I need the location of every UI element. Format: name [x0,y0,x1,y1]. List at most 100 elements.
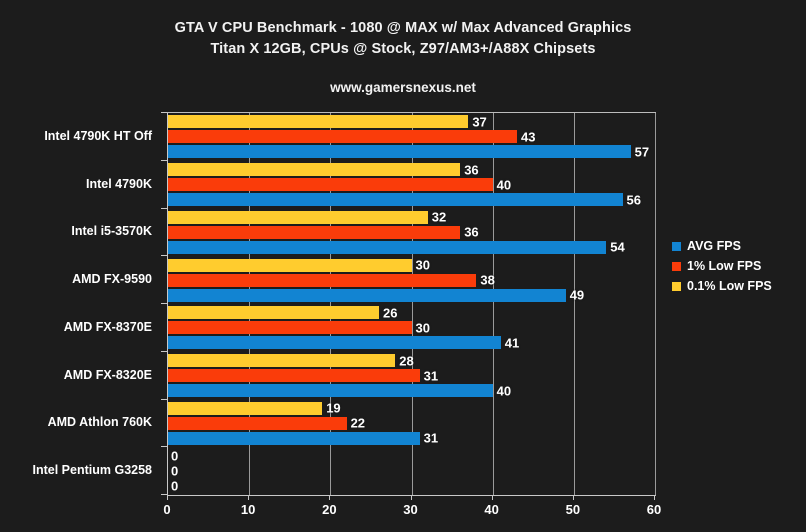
bar: 49 [168,288,584,303]
bar-value-label: 30 [415,257,430,273]
legend-swatch-icon [672,261,681,271]
bar-value-label: 36 [464,162,479,178]
category-axis: Intel 4790K HT Off Intel 4790K Intel i5-35… [0,112,160,494]
x-axis-tick [248,495,250,500]
y-axis-tick [161,303,167,304]
bar-value-label: 0 [171,448,179,464]
legend-swatch-icon [672,281,681,291]
bar-group: 37 43 57 [168,113,655,161]
bar-value-label: 19 [326,400,341,416]
category-label: Intel i5-3570K [71,224,152,239]
x-axis-label: 20 [322,502,337,517]
x-axis-label: 30 [403,502,418,517]
legend-label: 1% Low FPS [687,259,762,273]
bar-value-label: 40 [496,177,512,193]
bar: 26 [168,305,398,320]
gridline [655,113,656,495]
y-axis-tick [161,112,167,113]
x-axis-tick [654,495,655,500]
bar: 19 [168,401,341,416]
x-axis-label: 0 [163,502,171,517]
category-label: AMD FX-9590 [72,272,152,287]
plot-area: 37 43 57 36 40 56 32 36 54 30 38 49 26 30 41 28 31 40 19 22… [167,112,656,496]
x-axis-label: 10 [240,502,256,517]
bar-value-label: 30 [415,320,430,336]
bar-value-label: 38 [480,272,495,288]
chart-title: GTA V CPU Benchmark - 1080 @ MAX w/ Max … [0,18,806,60]
bar-value-label: 28 [399,353,414,369]
chart-legend: AVG FPS 1% Low FPS 0.1% Low FPS [672,236,802,296]
bar-group: 36 40 56 [168,161,655,209]
gridline [411,113,413,495]
bar: 30 [168,258,430,273]
bar-value-label: 22 [350,415,366,431]
bar: 30 [168,320,430,335]
category-label: AMD FX-8370E [63,319,152,334]
x-axis-tick [491,495,493,500]
bar-group: 26 30 41 [168,304,655,352]
bar-group: 28 31 40 [168,352,655,400]
x-axis: 0 10 20 30 40 50 60 [163,495,661,525]
bar-value-label: 0 [171,478,179,494]
legend-label: AVG FPS [687,239,741,253]
x-axis-label: 60 [646,502,662,517]
bar-value-label: 43 [521,129,536,145]
bar-value-label: 54 [610,239,625,255]
bar-value-label: 37 [472,114,487,130]
bar: 40 [168,177,511,192]
gridline [573,113,575,495]
y-axis-tick [161,350,167,352]
bar-value-label: 36 [464,224,479,240]
chart-subtitle: www.gamersnexus.net [330,80,476,95]
legend-item[interactable]: 0.1% Low FPS [672,276,802,296]
y-axis-ticks [161,112,168,495]
gridline [330,113,332,495]
bar: 31 [168,431,438,446]
bar: 41 [168,335,519,350]
legend-item[interactable]: 1% Low FPS [672,256,802,276]
y-axis-tick [161,446,167,448]
gridline [249,113,251,495]
x-axis-tick [410,495,412,500]
bar: 36 [168,225,479,240]
x-axis-label: 40 [484,502,499,517]
chart-title-line-2: Titan X 12GB, CPUs @ Stock, Z97/AM3+/A88… [210,41,596,57]
category-label: AMD Athlon 760K [47,415,152,430]
bar: 56 [168,192,641,207]
x-axis-label: 50 [565,502,581,517]
bar: 32 [168,210,446,225]
bar-value-label: 40 [496,383,512,399]
bar: 54 [168,240,625,255]
bar-value-label: 41 [504,335,520,351]
y-axis-tick [161,207,167,209]
bar-group: 19 22 31 [168,400,655,448]
y-axis-tick [161,494,167,495]
legend-label: 0.1% Low FPS [687,279,772,293]
bar-value-label: 56 [626,192,641,208]
y-axis-tick [161,255,167,257]
bar: 57 [168,144,649,159]
bar-value-label: 57 [634,144,650,160]
bar: 40 [168,383,511,398]
bar-value-label: 26 [383,305,398,321]
chart-title-line-1: GTA V CPU Benchmark - 1080 @ MAX w/ Max … [174,20,632,36]
gridline [492,113,494,495]
category-label: Intel Pentium G3258 [32,463,152,478]
category-label: AMD FX-8320E [63,367,152,382]
bar-value-label: 49 [569,287,585,303]
bar: 22 [168,416,365,431]
legend-item[interactable]: AVG FPS [672,236,802,256]
bar: 31 [168,368,438,383]
bar: 37 [168,114,487,129]
bar-value-label: 31 [423,430,439,446]
bar-value-label: 31 [423,368,439,384]
y-axis-tick [161,398,167,400]
bar-group: 32 36 54 [168,209,655,257]
bar-value-label: 0 [171,463,179,479]
bar: 36 [168,162,479,177]
category-label: Intel 4790K [85,176,152,191]
bar-group: 30 38 49 [168,256,655,304]
x-axis-tick [329,495,331,500]
